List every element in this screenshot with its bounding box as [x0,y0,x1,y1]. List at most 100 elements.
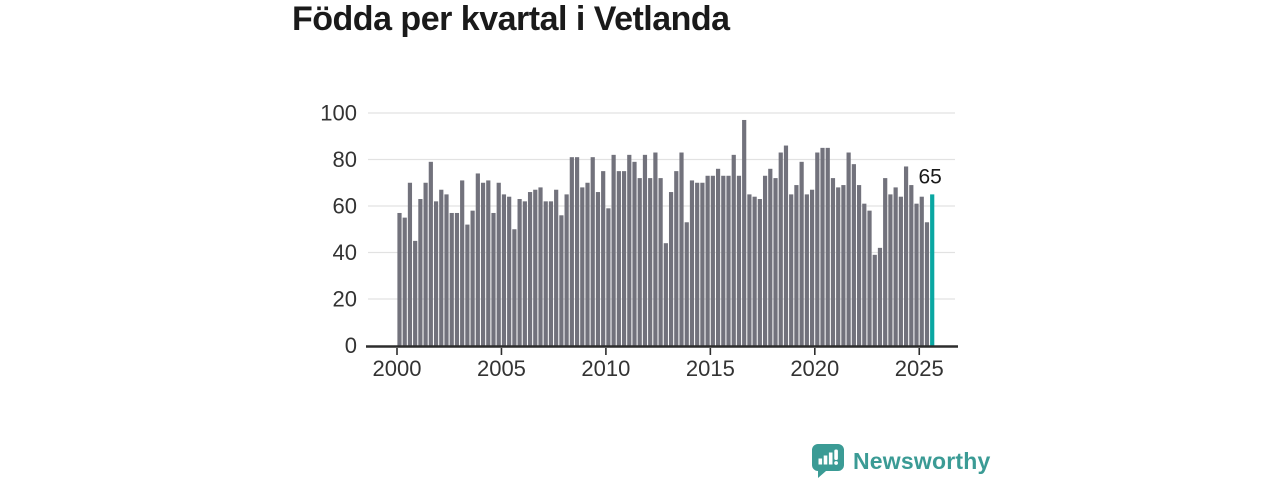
bar [486,180,491,346]
bar [783,145,789,346]
x-tick-label: 2000 [373,356,422,381]
bar [653,152,658,346]
bar [527,192,533,346]
bar [480,182,486,346]
bar [585,182,590,346]
bar [872,254,877,346]
x-tick-label: 2015 [686,356,735,381]
bar [700,182,705,346]
bar [402,217,407,346]
bar [522,201,527,346]
bar [752,196,757,346]
bar [815,152,820,346]
bar [726,175,731,346]
bar [449,212,454,346]
logo-bar-tall [828,452,833,465]
bar [825,147,830,346]
bar [627,154,632,346]
bar [407,182,413,346]
bar [507,196,512,346]
bar [909,185,914,346]
bar [569,157,574,346]
bar [898,196,903,346]
bar [841,185,846,346]
bar [418,199,423,346]
bar [543,201,548,346]
bar [862,203,867,346]
bar [903,166,909,346]
bar [809,189,815,346]
y-tick-label: 0 [345,333,357,358]
bar [679,152,684,346]
chart-title: Födda per kvartal i Vetlanda [292,0,730,38]
bar [830,178,836,346]
bar [924,222,930,346]
bar [439,189,444,346]
x-tick-label: 2005 [477,356,526,381]
bar [799,161,804,346]
bar [919,196,924,346]
bar [475,173,480,346]
bar [731,154,736,346]
bar [710,175,715,346]
highlight-value-label: 65 [919,165,942,188]
bar [564,194,569,346]
highlighted-bar [930,194,935,346]
bar [580,187,585,346]
bar [684,222,689,346]
bar [836,187,841,346]
bar [856,185,862,346]
bar [606,208,611,346]
bar [554,189,559,346]
bar [512,229,517,346]
bar [548,201,554,346]
bar [778,152,783,346]
bar [611,154,616,346]
bar [893,187,898,346]
bar [888,194,893,346]
y-tick-label: 60 [333,194,357,219]
bar [794,185,799,346]
bar [768,168,773,346]
bar [914,203,919,346]
bar [757,199,762,346]
bar [465,224,470,346]
x-tick-label: 2020 [790,356,839,381]
bar [621,171,627,346]
bar [689,180,695,346]
y-tick-label: 80 [333,147,357,172]
bar [496,182,501,346]
bar [632,161,637,346]
bar [851,164,856,346]
bar [773,178,778,346]
bar [491,212,496,346]
bar [867,210,872,346]
newsworthy-logo: Newsworthy [812,444,990,478]
bar [820,147,825,346]
bar [444,194,449,346]
logo-bar-small [818,458,823,465]
logo-bar-medium [823,455,828,465]
bar [601,171,606,346]
bar [658,178,663,346]
logo-exclamation-stem [834,449,838,460]
bar [574,157,580,346]
bar [747,194,752,346]
bar [501,194,507,346]
y-tick-label: 40 [333,240,357,265]
bar [538,187,543,346]
x-tick-label: 2010 [581,356,630,381]
bar [804,194,809,346]
bar [470,210,475,346]
y-tick-label: 20 [333,287,357,312]
bar [663,243,668,346]
bar [721,175,726,346]
bar [559,215,564,346]
bar [668,192,674,346]
bar [454,212,460,346]
bar [789,194,794,346]
logo-exclamation-dot [834,461,838,465]
bar [460,180,465,346]
